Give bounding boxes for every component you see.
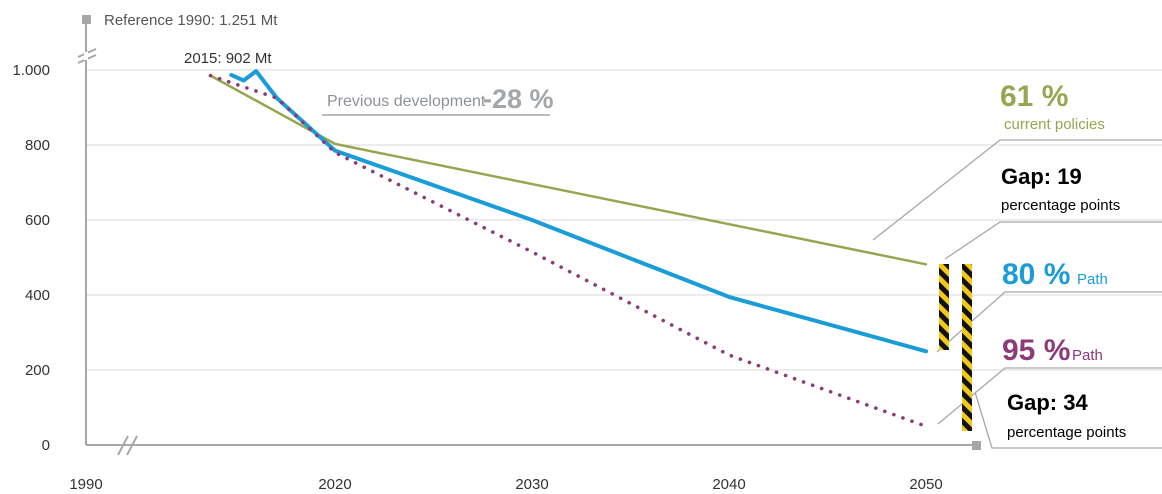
path80-label: Path bbox=[1077, 271, 1108, 288]
y-tick-label: 800 bbox=[25, 137, 50, 154]
gridlines bbox=[86, 69, 1162, 371]
y-axis-break-gap bbox=[84, 52, 88, 60]
current-policies-value: 61 % bbox=[1000, 80, 1068, 113]
axes bbox=[77, 15, 981, 456]
y-tick-label: 400 bbox=[25, 287, 50, 304]
gap34-label: percentage points bbox=[1007, 424, 1126, 441]
y-tick-label: 600 bbox=[25, 212, 50, 229]
path95-label: Path bbox=[1072, 347, 1103, 364]
y-tick-label: 200 bbox=[25, 362, 50, 379]
x-tick-label: 2040 bbox=[712, 476, 745, 493]
y-tick-label: 1.000 bbox=[12, 62, 50, 79]
x-tick-labels: 1990 2020 2030 2040 2050 bbox=[69, 476, 942, 493]
annotation-leader-lines bbox=[872, 139, 1162, 449]
x-tick-label: 2020 bbox=[318, 476, 351, 493]
y-tick-labels: 0 200 400 600 800 1.000 bbox=[12, 62, 50, 454]
current-policies-label: current policies bbox=[1004, 116, 1105, 133]
gap19-hazard-bar bbox=[939, 264, 949, 350]
axis-end-square-marker bbox=[972, 441, 981, 450]
path-95-line bbox=[208, 73, 928, 429]
reference-square-marker bbox=[82, 15, 91, 24]
x-tick-label: 2050 bbox=[909, 476, 942, 493]
point-2015-label: 2015: 902 Mt bbox=[184, 50, 272, 67]
x-axis-break-mark bbox=[126, 435, 138, 456]
reference-label: Reference 1990: 1.251 Mt bbox=[104, 12, 278, 29]
current-policies-line bbox=[209, 74, 928, 266]
gap34-hazard-bar bbox=[962, 264, 972, 431]
path95-leader bbox=[937, 367, 1162, 425]
gap19-leader bbox=[944, 221, 1162, 260]
gap19-value: Gap: 19 bbox=[1001, 164, 1082, 189]
path80-value: 80 % bbox=[1002, 258, 1070, 291]
x-tick-label: 1990 bbox=[69, 476, 102, 493]
current-policies-leader bbox=[872, 139, 1162, 241]
path95-value: 95 % bbox=[1002, 334, 1070, 367]
gap34-value: Gap: 34 bbox=[1007, 390, 1088, 415]
path80-leader bbox=[936, 291, 1162, 353]
y-tick-label: 0 bbox=[42, 437, 50, 454]
path-80-line bbox=[229, 69, 928, 354]
x-axis-break-mark bbox=[117, 435, 129, 456]
series-lines bbox=[208, 69, 928, 429]
x-tick-label: 2030 bbox=[515, 476, 548, 493]
gap19-label: percentage points bbox=[1001, 197, 1120, 214]
gap34-leader bbox=[974, 391, 1162, 449]
previous-development-label: Previous development bbox=[327, 93, 486, 110]
previous-development-value: -28 % bbox=[483, 84, 554, 114]
